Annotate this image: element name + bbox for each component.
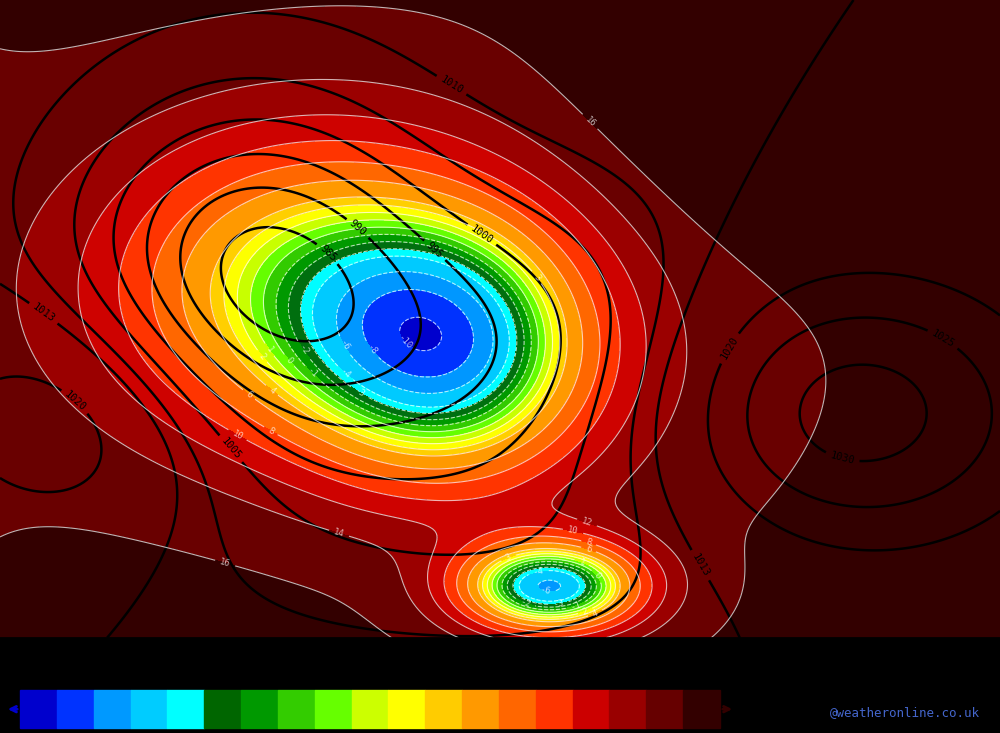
Text: -1: -1: [272, 730, 284, 733]
Text: 1013: 1013: [30, 302, 57, 325]
Text: 10: 10: [566, 730, 579, 733]
Text: -2: -2: [518, 597, 532, 609]
Text: -10: -10: [396, 334, 413, 352]
Text: 12: 12: [580, 517, 594, 528]
Text: -4: -4: [161, 730, 174, 733]
Text: -1: -1: [305, 366, 319, 380]
Text: 10: 10: [231, 428, 244, 441]
Text: 0: 0: [592, 571, 602, 581]
Text: -6: -6: [338, 339, 351, 353]
Text: 14: 14: [640, 730, 653, 733]
Text: 985: 985: [318, 243, 338, 264]
Text: 0: 0: [284, 356, 294, 365]
Bar: [573, 690, 609, 729]
Text: 16: 16: [677, 730, 689, 733]
Bar: [241, 690, 278, 729]
Text: -12: -12: [11, 730, 29, 733]
Text: 8: 8: [585, 537, 592, 548]
Text: 3: 3: [532, 273, 542, 282]
Text: 2: 2: [581, 606, 589, 616]
Text: -10: -10: [47, 730, 66, 733]
Text: -2: -2: [296, 343, 310, 357]
Text: -4: -4: [338, 366, 352, 380]
Text: Theta-W 850hPa [hPa] ECMWF: Theta-W 850hPa [hPa] ECMWF: [50, 655, 333, 673]
Text: -8: -8: [87, 730, 100, 733]
Bar: [425, 690, 462, 729]
Bar: [462, 690, 499, 729]
Text: 1025: 1025: [930, 328, 956, 350]
Bar: [683, 690, 720, 729]
Text: 1000: 1000: [469, 224, 495, 246]
Text: 10: 10: [567, 526, 579, 537]
Text: 1: 1: [348, 730, 355, 733]
Text: 1013: 1013: [690, 552, 711, 578]
Bar: [536, 690, 573, 729]
Bar: [20, 690, 57, 729]
Text: 4: 4: [267, 385, 277, 396]
Text: 8: 8: [533, 730, 539, 733]
Text: 12: 12: [603, 730, 616, 733]
Bar: [278, 690, 315, 729]
Text: -3: -3: [198, 730, 210, 733]
Text: 2: 2: [257, 351, 267, 361]
Text: 6: 6: [585, 544, 593, 554]
Text: -3: -3: [553, 599, 564, 609]
Text: 6: 6: [244, 389, 254, 399]
Text: -3: -3: [353, 386, 367, 399]
Text: 1: 1: [264, 345, 275, 355]
Text: 3: 3: [504, 553, 512, 563]
Text: 8: 8: [266, 426, 275, 436]
Text: -6: -6: [124, 730, 137, 733]
Text: 1005: 1005: [219, 436, 243, 462]
Text: 4: 4: [591, 608, 600, 619]
Text: 2: 2: [385, 730, 392, 733]
Text: 990: 990: [347, 218, 368, 238]
Text: 995: 995: [424, 240, 445, 260]
Text: 3: 3: [422, 730, 428, 733]
Text: Fr 31-05-2024 12:00 UTC (18+42): Fr 31-05-2024 12:00 UTC (18+42): [643, 655, 980, 673]
Text: 1020: 1020: [63, 389, 88, 413]
Text: -2: -2: [235, 730, 247, 733]
Bar: [499, 690, 536, 729]
Text: -8: -8: [365, 343, 379, 357]
Text: 0: 0: [312, 730, 318, 733]
Bar: [388, 690, 425, 729]
Text: 1: 1: [578, 557, 586, 567]
Bar: [352, 690, 388, 729]
Text: 16: 16: [219, 557, 232, 569]
Bar: [646, 690, 683, 729]
Bar: [131, 690, 167, 729]
Text: @weatheronline.co.uk: @weatheronline.co.uk: [830, 706, 980, 718]
Text: 1020: 1020: [718, 335, 740, 361]
Text: -4: -4: [532, 566, 545, 577]
Text: 14: 14: [333, 527, 345, 539]
Text: 6: 6: [496, 730, 502, 733]
Text: -1: -1: [569, 600, 582, 612]
Text: 4: 4: [459, 730, 465, 733]
Bar: [167, 690, 204, 729]
Bar: [315, 690, 352, 729]
Text: -6: -6: [539, 586, 551, 597]
Bar: [204, 690, 241, 729]
Bar: [94, 690, 131, 729]
Text: 18: 18: [714, 730, 726, 733]
Text: 16: 16: [583, 114, 597, 128]
Bar: [57, 690, 94, 729]
Text: 1010: 1010: [438, 74, 465, 96]
Bar: [609, 690, 646, 729]
Text: 1030: 1030: [829, 451, 856, 466]
